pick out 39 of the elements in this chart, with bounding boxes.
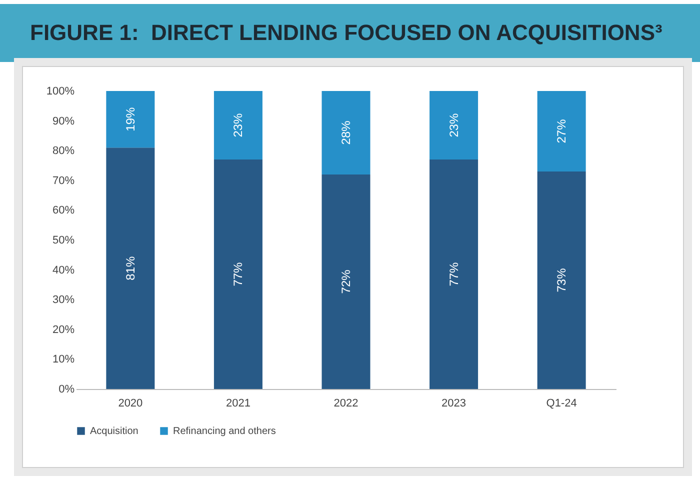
y-tick-label: 70% <box>52 174 75 187</box>
bar <box>537 171 586 389</box>
data-label: 19% <box>123 106 138 132</box>
y-tick-label: 30% <box>52 294 75 306</box>
x-tick-label: Q1-24 <box>546 398 577 410</box>
data-label: 28% <box>339 120 353 145</box>
data-label: 77% <box>231 262 246 286</box>
bar <box>106 91 155 148</box>
y-tick-label: 0% <box>58 384 75 396</box>
y-tick-label: 50% <box>52 234 75 246</box>
x-tick-label: 2023 <box>442 398 466 410</box>
chart-title: FIGURE 1: DIRECT LENDING FOCUSED ON ACQUISITIONS³ <box>30 20 662 46</box>
data-label: 73% <box>554 268 569 292</box>
bar <box>322 174 370 389</box>
y-tick-label: 90% <box>52 115 75 128</box>
bar <box>430 160 478 389</box>
bar <box>430 91 478 160</box>
y-tick-label: 80% <box>52 145 75 158</box>
y-tick-label: 10% <box>52 354 75 366</box>
data-label: 27% <box>554 118 569 144</box>
bar <box>537 91 586 172</box>
x-tick-label: 2020 <box>118 398 143 410</box>
data-label: 81% <box>123 256 138 280</box>
bar <box>106 148 155 389</box>
y-tick-label: 60% <box>52 204 75 217</box>
bar <box>322 91 370 174</box>
data-label: 72% <box>339 269 353 294</box>
legend-label: Acquisition <box>90 426 138 437</box>
y-tick-label: 100% <box>46 86 75 98</box>
legend-label: Refinancing and others <box>173 426 276 437</box>
data-label: 23% <box>446 112 461 138</box>
y-tick-label: 40% <box>52 264 75 276</box>
bar <box>214 160 262 389</box>
x-tick-label: 2021 <box>226 398 250 410</box>
y-tick-label: 20% <box>52 324 75 336</box>
bar <box>214 91 262 160</box>
x-tick-label: 2022 <box>334 398 358 410</box>
data-label: 23% <box>231 112 246 138</box>
data-label: 77% <box>446 262 461 286</box>
